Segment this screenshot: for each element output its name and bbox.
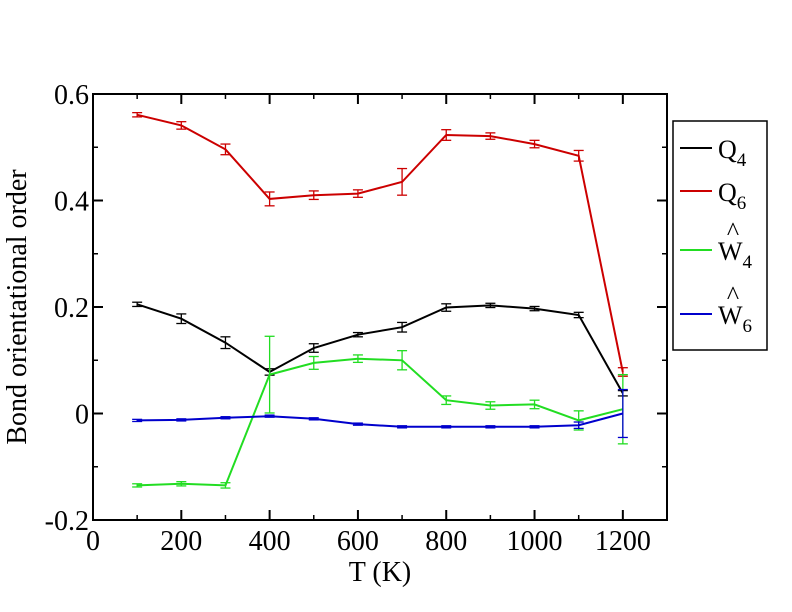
error-bar [441,129,452,141]
error-bar [529,305,540,312]
error-bar [441,303,452,312]
legend-label: Q4 [718,135,747,171]
y-tick-label: 0 [75,400,89,431]
error-bar [397,321,408,333]
error-bar [352,189,363,198]
error-bar [441,395,452,406]
legend-label: W4 [718,237,753,273]
plot-frame [92,93,668,521]
error-bar [176,418,187,422]
error-bar [397,350,408,371]
y-tick-label: 0.4 [54,187,89,218]
error-bar [352,331,363,338]
y-tick-label: 0.6 [54,80,89,111]
error-bar [485,302,496,309]
legend-entry-q6: Q6 [680,178,746,214]
legend-hat-mark: ^ [727,217,739,246]
error-bar [352,422,363,426]
series-line [136,303,624,394]
x-tick-label: 1000 [507,526,563,557]
error-bar [132,418,143,423]
series-line [137,357,624,487]
series-layer [132,111,628,489]
legend-label: Q6 [718,178,746,214]
x-tick-label: 600 [337,526,379,557]
error-bar [176,481,187,487]
error-bar [397,425,408,429]
y-tick-label: -0.2 [45,506,89,537]
error-bar [573,149,584,162]
error-bar [220,416,231,420]
axis-ticks: 0 200 400 600 800 1000 1200-0.200.20.40.6 [45,80,667,557]
legend-label: W6 [718,301,752,337]
error-bar [176,313,187,325]
error-bar [529,139,540,149]
error-bar [397,167,408,196]
error-bar [308,343,319,353]
x-axis-title: T (K) [349,557,411,588]
legend-entry-w6: W6^ [680,281,752,337]
series-q6 [132,111,628,377]
legend-hat-mark: ^ [727,281,739,310]
legend-box [672,120,768,351]
error-bar [617,388,628,439]
error-bar [308,355,319,370]
error-bar [573,311,584,319]
error-bar [485,425,496,429]
x-tick-label: 200 [160,526,202,557]
error-bar [264,335,275,414]
y-axis-title: Bond orientational order [2,169,33,445]
x-tick-label: 1200 [595,526,651,557]
error-bar [529,425,540,429]
series-line [137,412,624,428]
error-bar [132,301,143,308]
legend-entry-w4: W4^ [680,217,753,273]
error-bar [220,482,231,489]
error-bar [573,421,584,430]
error-bar [220,143,231,156]
legend-entry-q4: Q4 [680,135,747,171]
series-w6 [132,388,628,439]
x-tick-label: 0 [86,526,100,557]
error-bar [220,336,231,350]
error-bar [308,417,319,421]
error-bar [441,425,452,429]
error-bar [485,132,496,140]
x-tick-label: 400 [249,526,291,557]
y-tick-label: 0.2 [54,293,89,324]
error-bar [176,121,187,130]
series-line [136,113,624,373]
error-bar [264,191,275,207]
error-bar [132,483,143,488]
error-bar [485,401,496,410]
error-bar [132,111,143,118]
error-bar [529,399,540,410]
error-bar [352,354,363,364]
x-tick-label: 800 [425,526,467,557]
error-bar [308,190,319,201]
error-bar [264,414,275,418]
